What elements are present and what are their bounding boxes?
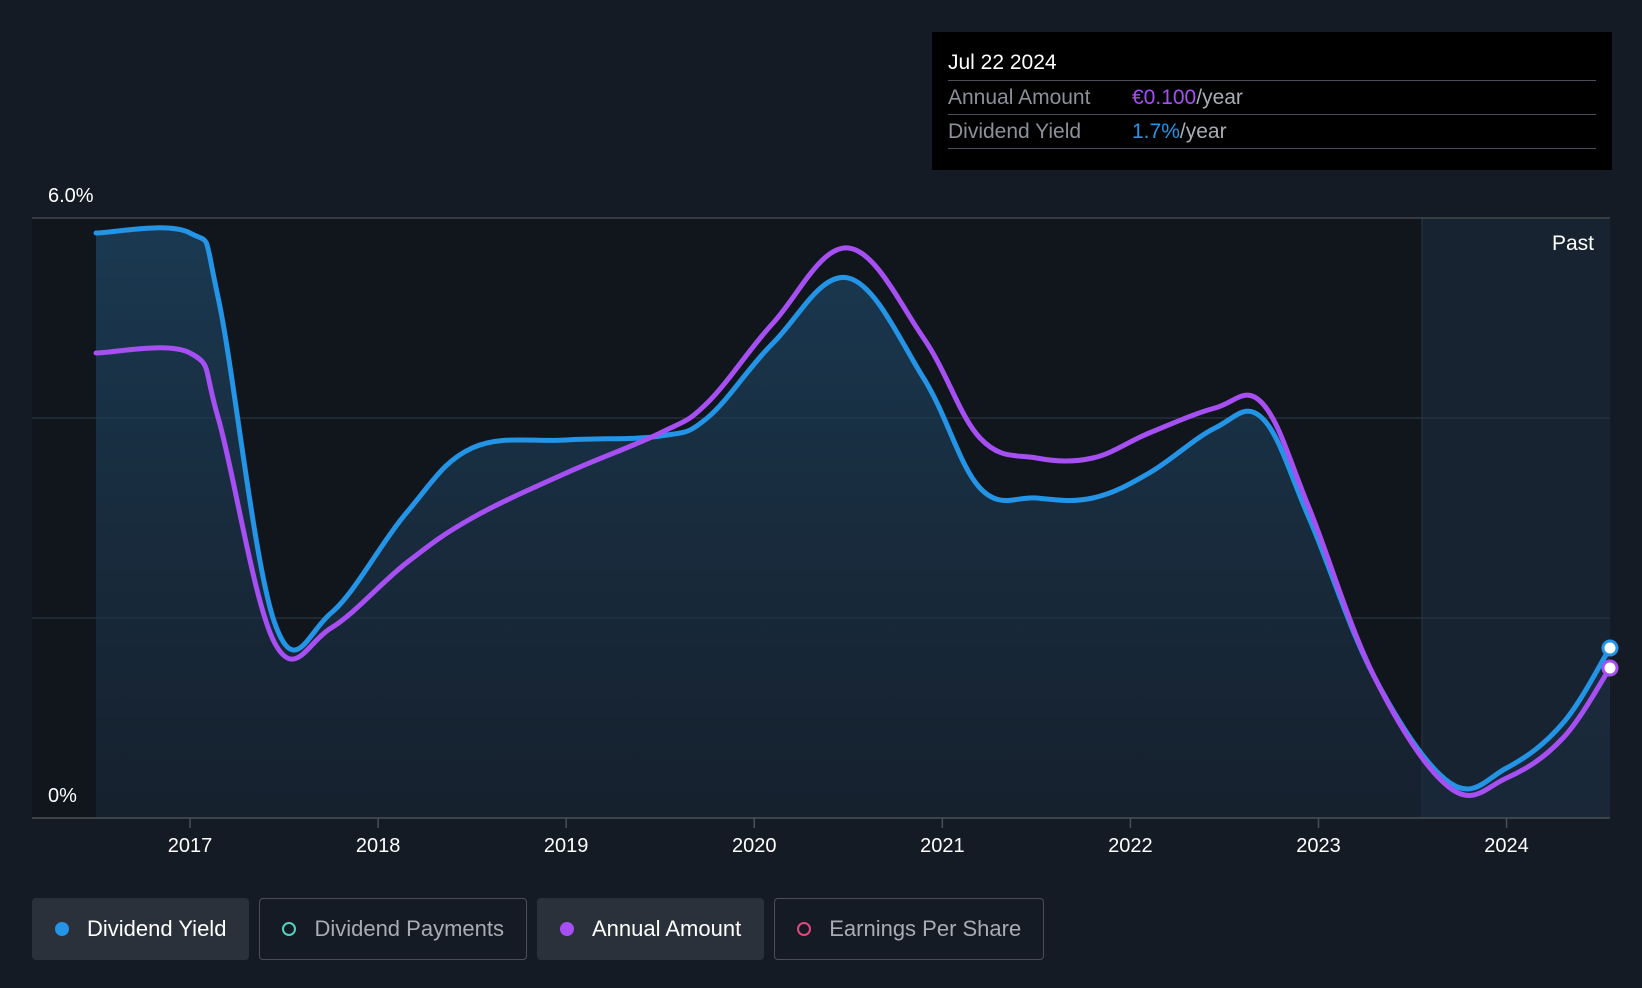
x-axis-ticks: 2017 2018 2019 2020 2021 2022 2023 2024: [168, 818, 1529, 857]
y-axis-bottom-label: 0%: [48, 785, 77, 807]
x-tick-label-2024: 2024: [1484, 835, 1529, 857]
past-label: Past: [1552, 232, 1594, 255]
legend-earnings-per-share-button[interactable]: Earnings Per Share: [774, 898, 1045, 960]
annual-amount-line[interactable]: [93, 245, 1613, 798]
tooltip-row-annual-amount: Annual Amount €0.100 /year: [948, 81, 1596, 115]
tooltip-annual-amount-label: Annual Amount: [948, 86, 1091, 109]
legend-annual-amount-label: Annual Amount: [591, 916, 742, 941]
dividend-payments-ring-icon: [282, 922, 297, 936]
x-tick-label-2019: 2019: [544, 835, 589, 857]
annual-amount-end-point[interactable]: [1601, 659, 1619, 677]
chart-legend: Dividend Yield Dividend Payments Annual …: [32, 898, 1045, 960]
dividend-yield-dot-icon: [55, 922, 69, 936]
x-tick-label-2021: 2021: [920, 835, 965, 857]
legend-earnings-per-share-label: Earnings Per Share: [829, 916, 1022, 941]
legend-dividend-yield-label: Dividend Yield: [87, 916, 227, 941]
annual-amount-dot-icon: [559, 922, 574, 936]
tooltip-date: Jul 22 2024: [948, 48, 1596, 81]
tooltip-dividend-yield-label: Dividend Yield: [948, 120, 1082, 143]
tooltip-row-dividend-yield: Dividend Yield 1.7% /year: [948, 115, 1596, 149]
x-tick-label-2018: 2018: [356, 835, 401, 857]
tooltip-annual-amount-value: €0.100: [1132, 86, 1197, 109]
tooltip-annual-amount-unit: /year: [1196, 86, 1243, 109]
dividend-yield-area: [96, 227, 1610, 819]
x-tick-label-2023: 2023: [1296, 835, 1341, 857]
data-tooltip: Jul 22 2024 Annual Amount €0.100 /year D…: [932, 32, 1612, 170]
legend-dividend-payments-label: Dividend Payments: [314, 916, 504, 941]
x-tick-label-2022: 2022: [1108, 835, 1153, 857]
tooltip-dividend-yield-value: 1.7%: [1132, 120, 1180, 143]
x-tick-label-2017: 2017: [168, 835, 213, 857]
dividend-yield-end-point[interactable]: [1601, 639, 1619, 657]
legend-annual-amount-button[interactable]: Annual Amount: [536, 898, 765, 960]
tooltip-dividend-yield-unit: /year: [1179, 120, 1227, 143]
earnings-per-share-ring-icon: [797, 922, 812, 936]
x-tick-label-2020: 2020: [732, 835, 777, 857]
y-axis-top-label: 6.0%: [48, 185, 94, 207]
legend-dividend-payments-button[interactable]: Dividend Payments: [259, 898, 527, 960]
legend-dividend-yield-button[interactable]: Dividend Yield: [32, 898, 250, 960]
